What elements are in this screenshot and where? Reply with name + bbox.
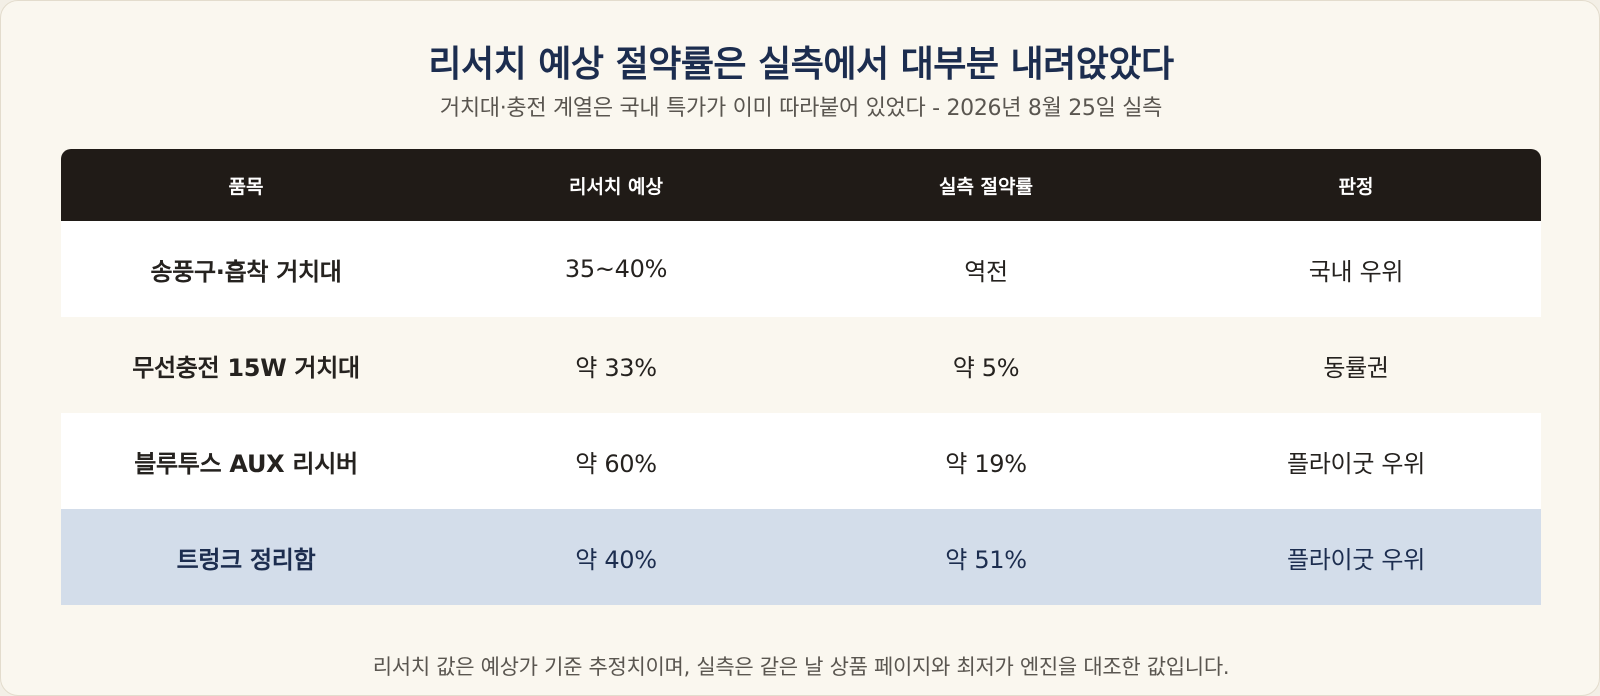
column-header-verdict: 판정 xyxy=(1338,175,1374,198)
row-measured: 약 19% xyxy=(945,449,1027,478)
row-expected: 약 40% xyxy=(575,545,657,574)
column-header-expected: 리서치 예상 xyxy=(568,175,663,198)
row-item: 트렁크 정리함 xyxy=(176,545,316,574)
table-row: 무선충전 15W 거치대 약 33% 약 5% 동률권 xyxy=(61,317,1541,413)
row-expected: 약 60% xyxy=(575,449,657,478)
column-header-measured: 실측 절약률 xyxy=(938,175,1033,198)
row-verdict: 국내 우위 xyxy=(1308,257,1404,286)
row-verdict: 동률권 xyxy=(1323,353,1389,382)
page-subtitle: 거치대·충전 계열은 국내 특가가 이미 따라붙어 있었다 - 2026년 8월… xyxy=(439,96,1163,121)
table-row: 블루투스 AUX 리시버 약 60% 약 19% 플라이굿 우위 xyxy=(61,413,1541,509)
comparison-table: 품목 리서치 예상 실측 절약률 판정 송풍구·흡착 거치대 35~40% 역전… xyxy=(61,149,1541,605)
row-verdict: 플라이굿 우위 xyxy=(1286,449,1425,478)
row-verdict: 플라이굿 우위 xyxy=(1286,545,1425,574)
table-row-highlighted: 트렁크 정리함 약 40% 약 51% 플라이굿 우위 xyxy=(61,509,1541,605)
page-title: 리서치 예상 절약률은 실측에서 대부분 내려앉았다 xyxy=(428,44,1174,85)
row-item: 송풍구·흡착 거치대 xyxy=(150,257,342,286)
row-measured: 역전 xyxy=(964,257,1008,286)
row-expected: 약 33% xyxy=(575,353,657,382)
row-item: 무선충전 15W 거치대 xyxy=(132,353,360,382)
table-row: 송풍구·흡착 거치대 35~40% 역전 국내 우위 xyxy=(61,221,1541,317)
footnote: 리서치 값은 예상가 기준 추정치이며, 실측은 같은 날 상품 페이지와 최저… xyxy=(372,655,1230,679)
row-item: 블루투스 AUX 리시버 xyxy=(134,449,358,478)
row-measured: 약 5% xyxy=(952,353,1020,382)
row-measured: 약 51% xyxy=(945,545,1027,574)
column-header-item: 품목 xyxy=(228,175,264,198)
row-expected: 35~40% xyxy=(564,255,668,283)
table-header-row: 품목 리서치 예상 실측 절약률 판정 xyxy=(61,149,1541,221)
